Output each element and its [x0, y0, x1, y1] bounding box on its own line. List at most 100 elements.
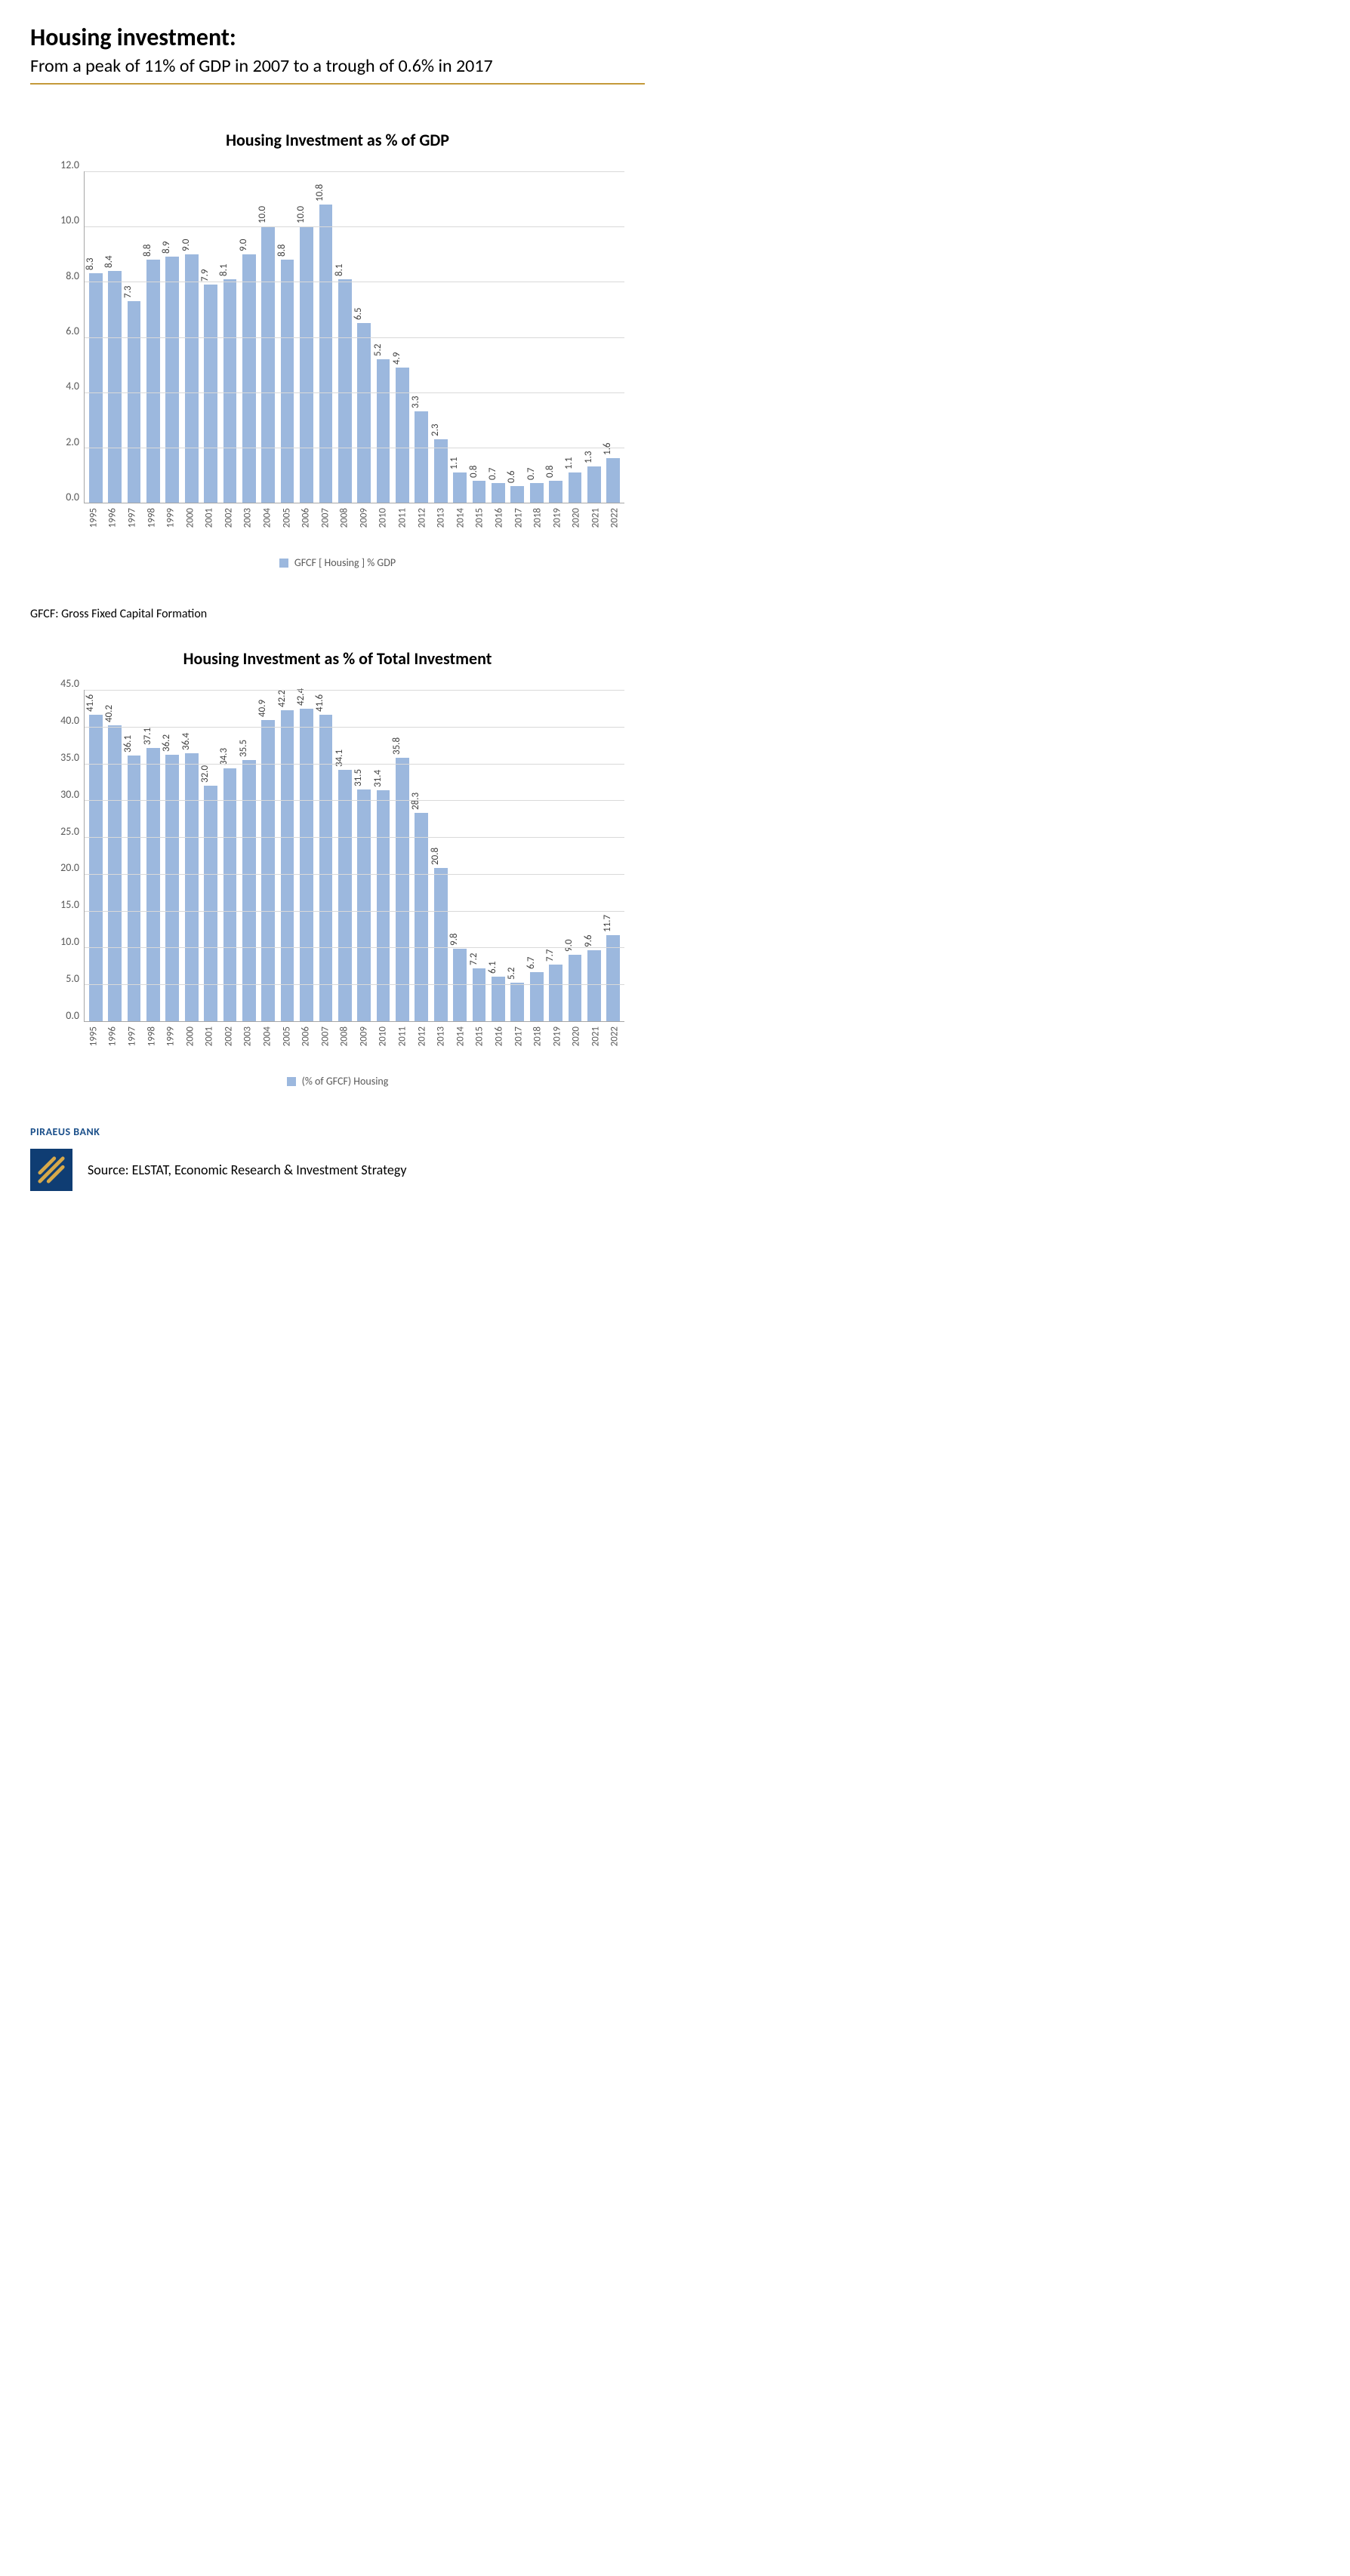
bar-slot: 35.5	[239, 690, 258, 1021]
x-tick: 1999	[161, 508, 180, 543]
bar: 42.4	[300, 709, 313, 1021]
x-tick: 1999	[161, 1026, 180, 1061]
bar-value-label: 36.2	[161, 734, 172, 755]
gridline	[85, 690, 624, 691]
bar: 10.0	[261, 226, 275, 503]
bar: 41.6	[319, 715, 333, 1021]
bar-value-label: 4.9	[391, 352, 402, 367]
bar-value-label: 3.3	[410, 396, 421, 411]
bar: 0.8	[473, 481, 486, 503]
chart-gdp-x-axis: 1995199619971998199920002001200220032004…	[84, 503, 624, 543]
bar-slot: 40.2	[105, 690, 124, 1021]
x-tick: 2003	[239, 508, 258, 543]
x-tick: 2014	[451, 508, 470, 543]
x-tick: 2000	[180, 508, 200, 543]
bar-value-label: 8.4	[103, 255, 115, 270]
bar: 28.3	[415, 813, 428, 1021]
bar-value-label: 36.4	[180, 733, 192, 753]
gridline	[85, 911, 624, 912]
bar-slot: 31.4	[374, 690, 393, 1021]
bar: 0.7	[492, 483, 505, 503]
x-tick: 2012	[412, 508, 432, 543]
x-tick: 2009	[354, 1026, 374, 1061]
bar: 20.8	[434, 868, 448, 1021]
bar-value-label: 8.8	[142, 245, 153, 260]
bar-value-label: 0.7	[526, 468, 537, 483]
chart-total-title: Housing Investment as % of Total Investm…	[30, 648, 645, 669]
bar-slot: 41.6	[316, 690, 335, 1021]
x-tick: 1997	[122, 1026, 142, 1061]
bar: 4.9	[396, 368, 409, 503]
page-subtitle: From a peak of 11% of GDP in 2007 to a t…	[30, 55, 645, 77]
bar-value-label: 0.6	[506, 471, 517, 486]
header-rule	[30, 83, 645, 85]
bar-value-label: 8.1	[334, 263, 345, 279]
x-tick: 1998	[142, 1026, 162, 1061]
bar-slot: 28.3	[412, 690, 431, 1021]
x-tick: 1998	[142, 508, 162, 543]
chart-total-x-axis: 1995199619971998199920002001200220032004…	[84, 1022, 624, 1061]
bar-value-label: 20.8	[430, 848, 441, 868]
x-tick: 2005	[277, 1026, 297, 1061]
bar: 9.0	[185, 254, 199, 503]
chart-gdp-legend: GFCF [ Housing ] % GDP	[51, 556, 624, 569]
x-tick: 2011	[393, 1026, 412, 1061]
bar-value-label: 31.4	[372, 770, 384, 790]
x-tick: 2001	[199, 1026, 219, 1061]
bar: 0.8	[549, 481, 562, 503]
bar: 37.1	[146, 748, 160, 1021]
x-tick: 2004	[257, 1026, 277, 1061]
chart-total-legend-swatch	[287, 1077, 296, 1086]
x-tick: 2020	[566, 1026, 586, 1061]
bar: 7.3	[128, 301, 141, 503]
gridline	[85, 392, 624, 393]
bar: 1.1	[569, 472, 582, 503]
bar-slot: 6.7	[527, 690, 546, 1021]
bar-slot: 42.4	[297, 690, 316, 1021]
bar-value-label: 36.1	[122, 735, 134, 756]
bar-value-label: 2.3	[430, 423, 441, 439]
bar-value-label: 40.9	[257, 700, 268, 720]
bar-value-label: 6.1	[487, 961, 498, 976]
bar-slot: 41.6	[86, 690, 105, 1021]
gridline	[85, 171, 624, 172]
x-tick: 2002	[219, 508, 239, 543]
bar: 9.6	[587, 950, 601, 1021]
bar: 8.4	[108, 271, 122, 503]
x-tick: 2017	[509, 508, 529, 543]
bar: 34.1	[338, 770, 352, 1021]
bar: 7.7	[549, 965, 562, 1021]
bar-slot: 37.1	[143, 690, 162, 1021]
bar: 5.2	[377, 359, 390, 503]
bar-value-label: 8.9	[161, 242, 172, 257]
bar: 8.3	[89, 273, 103, 503]
bar-slot: 11.7	[604, 690, 623, 1021]
bar: 32.0	[204, 786, 217, 1021]
x-tick: 2008	[335, 508, 355, 543]
bar: 7.2	[473, 968, 486, 1021]
x-tick: 2007	[316, 1026, 335, 1061]
bar-slot: 31.5	[354, 690, 373, 1021]
bar: 31.4	[377, 790, 390, 1021]
bar: 35.5	[242, 760, 256, 1021]
bar-value-label: 1.1	[448, 457, 460, 472]
gridline	[85, 947, 624, 948]
bar-value-label: 37.1	[142, 728, 153, 748]
chart-gdp-plot-area: 8.38.47.38.88.99.07.98.19.010.08.810.010…	[84, 171, 624, 503]
chart-gdp-title: Housing Investment as % of GDP	[30, 130, 645, 150]
bar-value-label: 32.0	[199, 765, 211, 786]
bar: 1.6	[606, 458, 620, 503]
bar-value-label: 0.8	[468, 465, 479, 480]
x-tick: 2019	[547, 508, 567, 543]
bar: 9.0	[569, 955, 582, 1021]
bar-value-label: 7.7	[544, 949, 556, 964]
bar-value-label: 34.1	[334, 749, 345, 770]
bar: 1.1	[453, 472, 467, 503]
bar-slot: 9.0	[566, 690, 584, 1021]
footnote-gfcf: GFCF: Gross Fixed Capital Formation	[30, 607, 645, 621]
bar-slot: 6.1	[489, 690, 507, 1021]
bar-slot: 40.9	[259, 690, 278, 1021]
gridline	[85, 337, 624, 338]
bar-value-label: 7.3	[122, 285, 134, 300]
x-tick: 1995	[84, 508, 103, 543]
